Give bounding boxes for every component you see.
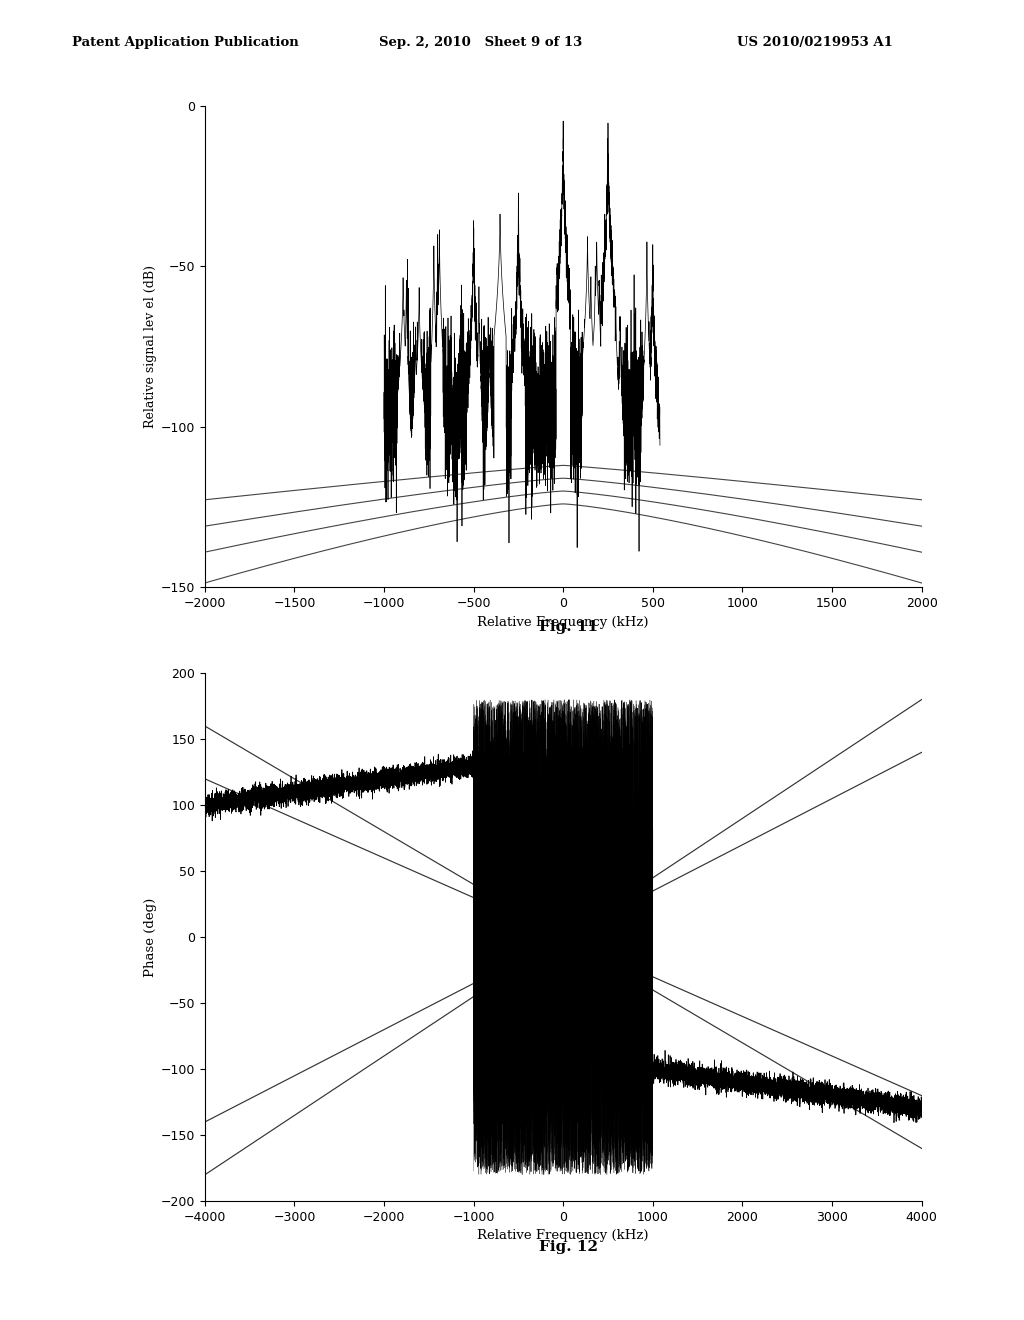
X-axis label: Relative Frequency (kHz): Relative Frequency (kHz) (477, 1229, 649, 1242)
X-axis label: Relative Frequency (kHz): Relative Frequency (kHz) (477, 615, 649, 628)
Text: Sep. 2, 2010   Sheet 9 of 13: Sep. 2, 2010 Sheet 9 of 13 (379, 36, 582, 49)
Text: Patent Application Publication: Patent Application Publication (72, 36, 298, 49)
Y-axis label: Phase (deg): Phase (deg) (143, 898, 157, 977)
Text: Fig. 12: Fig. 12 (539, 1241, 598, 1254)
Text: US 2010/0219953 A1: US 2010/0219953 A1 (737, 36, 893, 49)
Y-axis label: Relative signal lev el (dB): Relative signal lev el (dB) (143, 265, 157, 428)
Text: Fig. 11: Fig. 11 (539, 620, 598, 634)
